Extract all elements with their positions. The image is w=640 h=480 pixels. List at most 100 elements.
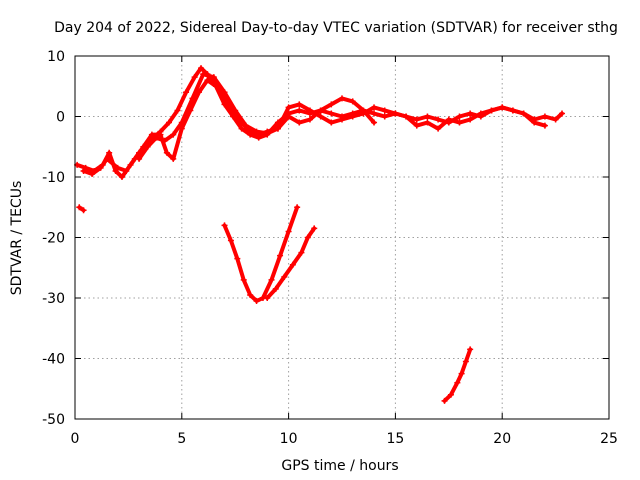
y-tick-label: -30 — [42, 291, 65, 307]
data-point — [191, 74, 198, 81]
data-point — [424, 113, 431, 120]
data-point — [157, 131, 164, 138]
data-point — [458, 370, 465, 377]
data-point — [240, 276, 247, 283]
data-point — [381, 113, 388, 120]
data-point — [247, 291, 254, 298]
data-point — [97, 164, 104, 171]
data-point — [441, 397, 448, 404]
data-point — [264, 295, 271, 301]
data-point — [136, 155, 143, 162]
data-point — [285, 113, 292, 120]
y-axis-label: SDTVAR / TECUs — [9, 181, 25, 296]
data-point — [221, 222, 228, 229]
data-point — [339, 116, 345, 123]
data-point — [114, 164, 121, 171]
x-tick-label: 25 — [600, 431, 618, 447]
data-point — [424, 119, 431, 126]
data-point — [392, 110, 399, 117]
data-point — [234, 255, 241, 262]
data-point — [462, 358, 469, 365]
data-point — [381, 107, 388, 114]
chart-title: Day 204 of 2022, Sidereal Day-to-day VTE… — [54, 20, 618, 36]
data-point — [349, 113, 356, 120]
data-point — [272, 285, 279, 292]
data-point — [304, 234, 311, 241]
data-point — [189, 95, 196, 102]
data-point — [198, 65, 205, 72]
data-point — [281, 273, 288, 280]
data-point — [123, 167, 130, 174]
tick-label-layer: 0 5 10 15 20 25 10 0 -10 -20 -30 -40 -50 — [42, 49, 618, 447]
data-point — [76, 204, 83, 211]
data-point — [371, 119, 378, 126]
data-point — [509, 107, 516, 114]
data-point — [144, 143, 151, 150]
data-point — [200, 71, 207, 78]
data-point — [339, 95, 345, 102]
data-point — [178, 119, 185, 126]
data-point — [153, 134, 160, 141]
data-point — [413, 116, 420, 123]
data-point — [104, 155, 111, 162]
data-point — [456, 113, 463, 120]
data-point — [435, 116, 442, 123]
data-point — [242, 122, 249, 129]
data-point — [467, 346, 474, 353]
data-point — [289, 261, 296, 268]
series-layer — [74, 65, 566, 404]
data-point — [559, 110, 566, 117]
data-point — [552, 116, 559, 123]
series-main-band-b — [81, 78, 376, 176]
data-point — [520, 110, 527, 117]
x-tick-label: 0 — [71, 431, 80, 447]
data-point — [328, 101, 335, 108]
data-point — [80, 167, 87, 174]
data-point — [221, 89, 228, 96]
data-point — [403, 113, 410, 120]
data-point — [371, 110, 378, 117]
data-point — [183, 89, 190, 96]
data-point — [413, 122, 420, 129]
y-tick-label: 10 — [47, 49, 65, 65]
data-point — [165, 119, 172, 126]
y-tick-label: -10 — [42, 170, 65, 186]
data-point — [306, 116, 313, 123]
data-point — [296, 119, 303, 126]
data-point — [285, 104, 292, 111]
data-point — [174, 107, 181, 114]
data-point — [264, 130, 271, 137]
data-point — [89, 170, 96, 177]
series-main-band-a — [75, 66, 564, 179]
data-point — [232, 107, 239, 114]
data-point — [435, 125, 442, 132]
data-point — [317, 107, 324, 114]
data-point — [456, 119, 463, 126]
series-main-band-c — [137, 72, 547, 161]
data-point — [227, 237, 234, 244]
y-tick-label: -50 — [42, 412, 65, 428]
data-point — [80, 207, 87, 214]
data-point — [349, 98, 356, 105]
data-point — [445, 116, 452, 123]
data-point — [285, 228, 292, 235]
data-point — [328, 119, 335, 126]
data-point — [311, 225, 318, 232]
data-point — [170, 155, 177, 162]
data-point — [499, 104, 506, 111]
data-point — [306, 107, 313, 114]
x-tick-label: 10 — [280, 431, 298, 447]
series-late-descent — [442, 347, 473, 403]
data-point — [268, 276, 275, 283]
data-point — [488, 107, 495, 114]
data-point — [541, 122, 548, 129]
x-tick-label: 5 — [177, 431, 186, 447]
data-point — [163, 149, 170, 156]
data-point — [447, 391, 454, 398]
data-point — [118, 174, 125, 180]
data-point — [360, 110, 367, 117]
data-point — [274, 125, 281, 132]
data-point — [148, 131, 155, 138]
tick-layer — [74, 55, 610, 420]
